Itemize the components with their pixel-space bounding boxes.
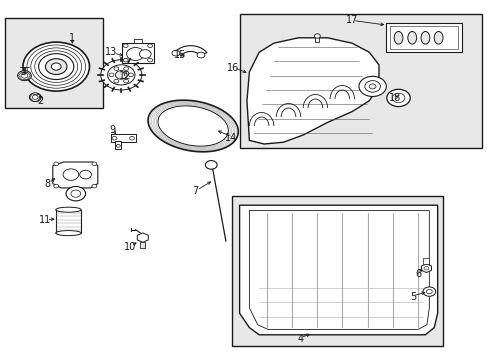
Circle shape (112, 136, 117, 140)
Text: 8: 8 (45, 179, 51, 189)
Circle shape (129, 136, 134, 140)
Ellipse shape (433, 32, 442, 44)
Text: 18: 18 (388, 93, 401, 103)
Circle shape (139, 50, 151, 58)
Circle shape (21, 73, 28, 78)
Circle shape (423, 266, 428, 270)
Bar (56, 210, 81, 233)
Circle shape (147, 44, 152, 48)
Circle shape (205, 161, 217, 169)
Circle shape (23, 42, 89, 91)
Circle shape (31, 48, 81, 85)
Polygon shape (148, 100, 238, 152)
Bar (315, 36, 319, 42)
Polygon shape (421, 264, 430, 273)
Circle shape (147, 58, 152, 62)
Circle shape (101, 60, 142, 90)
Ellipse shape (56, 231, 81, 236)
Circle shape (32, 95, 38, 99)
Text: 2: 2 (38, 96, 43, 106)
Bar (423, 258, 428, 264)
Ellipse shape (393, 32, 402, 44)
Circle shape (128, 73, 133, 77)
Text: 12: 12 (118, 71, 131, 81)
Circle shape (114, 67, 119, 71)
Bar (134, 39, 142, 43)
Bar (232, 196, 442, 346)
Text: 16: 16 (226, 63, 239, 73)
Circle shape (54, 184, 59, 188)
Circle shape (368, 84, 375, 89)
Circle shape (54, 162, 59, 166)
Circle shape (116, 144, 120, 147)
Circle shape (27, 45, 85, 88)
Bar (386, 23, 461, 52)
Polygon shape (246, 38, 378, 144)
Circle shape (197, 52, 204, 58)
Circle shape (358, 76, 386, 96)
Circle shape (126, 48, 144, 60)
Text: 14: 14 (224, 132, 237, 143)
Circle shape (123, 58, 128, 62)
Text: 10: 10 (123, 242, 136, 252)
Circle shape (314, 34, 320, 38)
Circle shape (114, 79, 119, 83)
Text: 7: 7 (192, 186, 198, 196)
Polygon shape (249, 211, 428, 329)
Text: 9: 9 (109, 125, 115, 135)
Bar (140, 242, 145, 248)
Polygon shape (53, 162, 98, 188)
Circle shape (109, 73, 114, 77)
Circle shape (107, 65, 135, 85)
Circle shape (364, 81, 380, 92)
Text: 13: 13 (105, 47, 118, 57)
Text: 4: 4 (297, 334, 303, 344)
Text: 6: 6 (414, 269, 420, 279)
Circle shape (92, 162, 97, 166)
Circle shape (422, 287, 435, 296)
Circle shape (63, 169, 79, 180)
Circle shape (71, 190, 81, 197)
Polygon shape (137, 233, 148, 242)
Bar (111, 134, 136, 142)
Circle shape (123, 44, 128, 48)
Circle shape (45, 59, 67, 75)
Circle shape (39, 54, 74, 80)
Circle shape (172, 50, 180, 56)
Bar (389, 26, 457, 49)
Bar (239, 14, 481, 148)
Text: 5: 5 (409, 292, 415, 302)
Circle shape (18, 71, 31, 81)
Circle shape (123, 67, 128, 71)
Circle shape (92, 184, 97, 188)
Ellipse shape (56, 207, 81, 212)
Circle shape (123, 79, 128, 83)
Polygon shape (158, 106, 228, 146)
Text: 17: 17 (345, 15, 358, 25)
Circle shape (426, 289, 431, 294)
Text: 15: 15 (173, 50, 186, 60)
Ellipse shape (407, 32, 416, 44)
Ellipse shape (420, 32, 429, 44)
Circle shape (66, 186, 85, 201)
Text: 3: 3 (20, 67, 26, 77)
Polygon shape (239, 205, 437, 335)
Text: 1: 1 (69, 33, 75, 43)
Circle shape (29, 93, 41, 102)
Text: 11: 11 (39, 215, 51, 225)
Circle shape (35, 51, 78, 82)
Circle shape (386, 89, 409, 107)
Bar (5, 18, 102, 108)
Circle shape (115, 71, 127, 79)
Circle shape (51, 63, 61, 70)
Bar (122, 43, 154, 63)
Circle shape (391, 93, 404, 103)
Bar (115, 141, 121, 149)
Circle shape (80, 170, 91, 179)
